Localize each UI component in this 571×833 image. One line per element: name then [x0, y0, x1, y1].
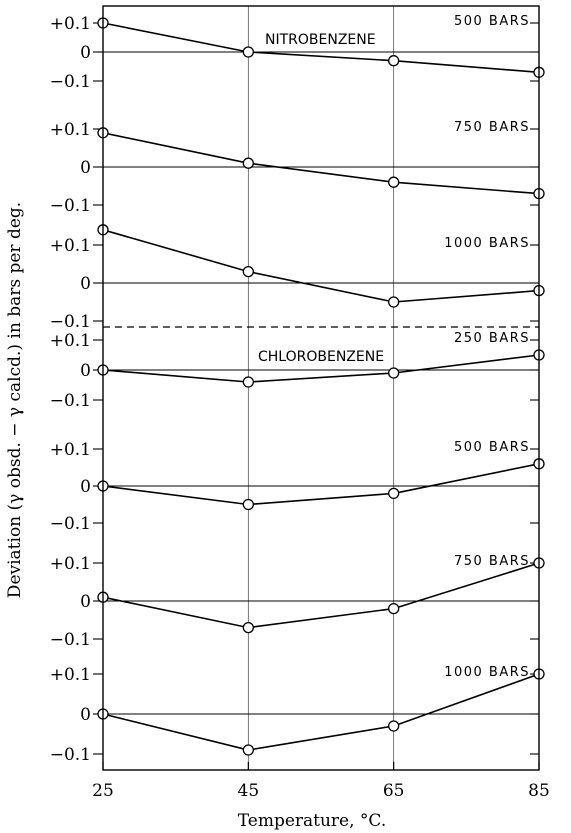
y-axis-label: Deviation (γ obsd. − γ calcd.) in bars p… [5, 202, 25, 598]
y-tick-label: 0 [80, 361, 91, 381]
data-point [242, 744, 254, 756]
data-point [388, 487, 400, 500]
group-label: NITROBENZENE [265, 32, 376, 48]
y-tick-label: 0 [80, 274, 91, 294]
x-axis-label: Temperature, °C. [238, 811, 386, 831]
series-line [102, 22, 540, 74]
series-line [102, 354, 540, 383]
y-tick-label: +0.1 [50, 120, 91, 140]
panel: +0.1 0 −0.1 250 BARS [50, 331, 545, 411]
series-line [102, 132, 540, 195]
data-point [242, 498, 254, 511]
y-tick-label: −0.1 [50, 630, 91, 650]
group-label: CHLOROBENZENE [258, 349, 384, 365]
y-tick-label: 0 [80, 592, 91, 612]
y-tick-label: −0.1 [50, 312, 91, 332]
data-point [388, 176, 400, 188]
data-point [388, 367, 400, 379]
y-tick-label: +0.1 [50, 14, 91, 34]
y-tick-label: 0 [80, 43, 91, 63]
y-tick-label: +0.1 [50, 236, 91, 256]
y-tick-label: +0.1 [50, 440, 91, 460]
y-tick-label: −0.1 [50, 391, 91, 411]
x-tick-label: 85 [528, 781, 550, 801]
data-point [242, 621, 254, 634]
y-tick-label: 0 [80, 705, 91, 725]
y-tick-label: +0.1 [50, 331, 91, 351]
x-tick-label: 25 [92, 781, 114, 801]
panel-label: 750 BARS [454, 120, 530, 135]
panel: +0.1 0 −0.1 1000 BARS [50, 224, 545, 332]
plot-frame [102, 5, 540, 771]
panel-label: 500 BARS [454, 14, 530, 29]
y-tick-label: +0.1 [50, 665, 91, 685]
axes: NITROBENZENE CHLOROBENZENE 25 45 65 85 [92, 5, 550, 801]
data-point [388, 602, 400, 615]
y-tick-label: −0.1 [50, 745, 91, 765]
panel-label: 1000 BARS [444, 665, 530, 680]
series-line [102, 463, 540, 506]
data-point [388, 296, 400, 308]
y-tick-label: +0.1 [50, 554, 91, 574]
data-point [242, 376, 254, 388]
series-line [102, 562, 540, 629]
data-point [242, 265, 254, 278]
panel-label: 1000 BARS [444, 236, 530, 251]
x-tick-label: 45 [238, 781, 260, 801]
y-tick-label: −0.1 [50, 196, 91, 216]
panel-label: 500 BARS [454, 440, 530, 455]
y-tick-label: 0 [80, 158, 91, 178]
data-point [388, 720, 400, 732]
data-point [388, 55, 400, 67]
y-tick-label: −0.1 [50, 514, 91, 534]
panel-label: 250 BARS [454, 331, 530, 346]
series-line [102, 229, 540, 303]
panel: +0.1 0 −0.1 750 BARS [50, 120, 545, 216]
data-point [242, 46, 254, 58]
panel: +0.1 0 −0.1 750 BARS [50, 554, 545, 650]
x-tick-label: 65 [383, 781, 405, 801]
panel: +0.1 0 −0.1 500 BARS [50, 14, 545, 92]
panels: +0.1 0 −0.1 500 BARS +0.1 0 −0.1 750 BARS +0.1 0 −… [50, 14, 545, 765]
panel-label: 750 BARS [454, 554, 530, 569]
panel: +0.1 0 −0.1 1000 BARS [50, 665, 545, 765]
y-tick-label: 0 [80, 477, 91, 497]
y-tick-label: −0.1 [50, 72, 91, 92]
data-point [242, 157, 254, 169]
panel: +0.1 0 −0.1 500 BARS [50, 440, 545, 534]
series-line [102, 673, 540, 751]
